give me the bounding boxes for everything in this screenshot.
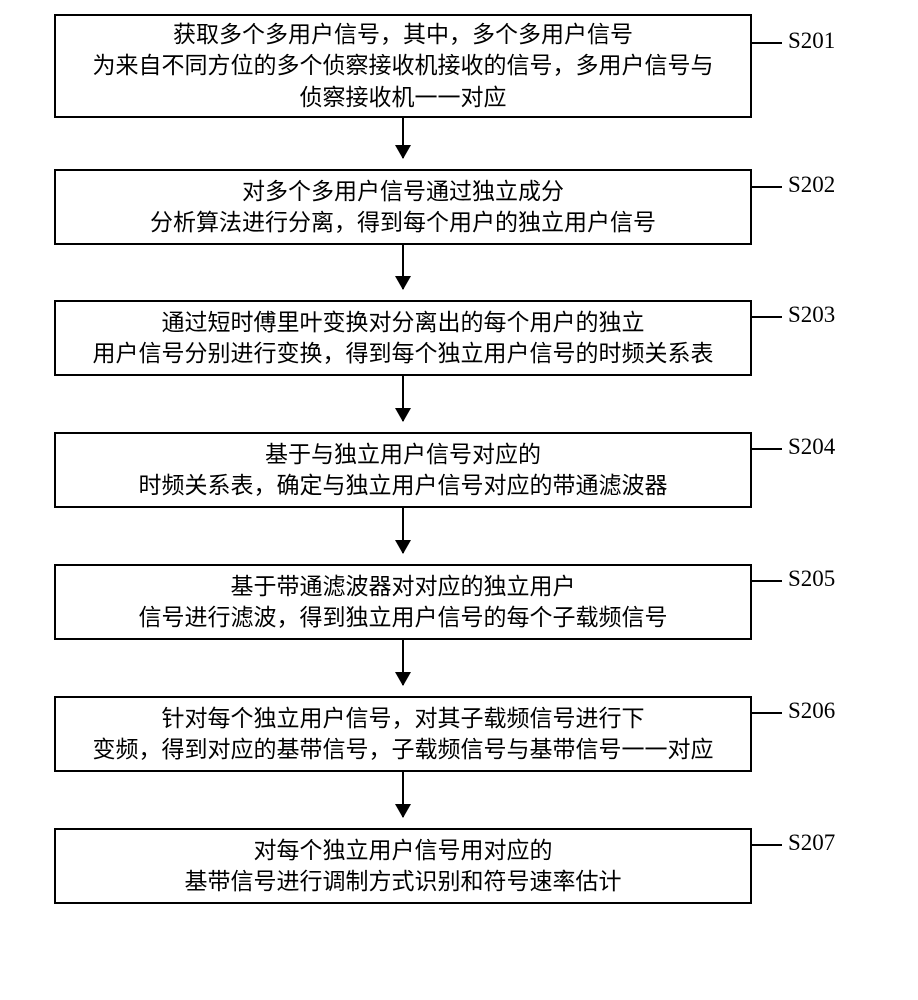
step-text: 获取多个多用户信号，其中，多个多用户信号 为来自不同方位的多个侦察接收机接收的信… bbox=[93, 19, 714, 112]
step-text: 基于与独立用户信号对应的 时频关系表，确定与独立用户信号对应的带通滤波器 bbox=[139, 439, 668, 501]
arrow-4 bbox=[402, 508, 404, 553]
label-connector bbox=[752, 186, 782, 188]
step-box-s202: 对多个多用户信号通过独立成分 分析算法进行分离，得到每个用户的独立用户信号 bbox=[54, 169, 752, 245]
step-box-s203: 通过短时傅里叶变换对分离出的每个用户的独立 用户信号分别进行变换，得到每个独立用… bbox=[54, 300, 752, 376]
step-text: 基于带通滤波器对对应的独立用户 信号进行滤波，得到独立用户信号的每个子载频信号 bbox=[139, 571, 668, 633]
step-box-s204: 基于与独立用户信号对应的 时频关系表，确定与独立用户信号对应的带通滤波器 bbox=[54, 432, 752, 508]
step-label-s203: S203 bbox=[788, 302, 835, 328]
step-label-s205: S205 bbox=[788, 566, 835, 592]
flowchart-container: 获取多个多用户信号，其中，多个多用户信号 为来自不同方位的多个侦察接收机接收的信… bbox=[0, 0, 918, 1000]
label-connector bbox=[752, 844, 782, 846]
step-label-s207: S207 bbox=[788, 830, 835, 856]
step-label-s204: S204 bbox=[788, 434, 835, 460]
step-text: 对每个独立用户信号用对应的 基带信号进行调制方式识别和符号速率估计 bbox=[185, 835, 622, 897]
step-box-s206: 针对每个独立用户信号，对其子载频信号进行下 变频，得到对应的基带信号，子载频信号… bbox=[54, 696, 752, 772]
step-label-s206: S206 bbox=[788, 698, 835, 724]
label-connector bbox=[752, 42, 782, 44]
step-text: 通过短时傅里叶变换对分离出的每个用户的独立 用户信号分别进行变换，得到每个独立用… bbox=[93, 307, 714, 369]
step-text: 对多个多用户信号通过独立成分 分析算法进行分离，得到每个用户的独立用户信号 bbox=[150, 176, 656, 238]
arrow-3 bbox=[402, 376, 404, 421]
arrow-2 bbox=[402, 245, 404, 289]
arrow-1 bbox=[402, 118, 404, 158]
step-text: 针对每个独立用户信号，对其子载频信号进行下 变频，得到对应的基带信号，子载频信号… bbox=[93, 703, 714, 765]
label-connector bbox=[752, 316, 782, 318]
label-connector bbox=[752, 712, 782, 714]
arrow-6 bbox=[402, 772, 404, 817]
step-box-s205: 基于带通滤波器对对应的独立用户 信号进行滤波，得到独立用户信号的每个子载频信号 bbox=[54, 564, 752, 640]
step-label-s202: S202 bbox=[788, 172, 835, 198]
label-connector bbox=[752, 448, 782, 450]
step-box-s207: 对每个独立用户信号用对应的 基带信号进行调制方式识别和符号速率估计 bbox=[54, 828, 752, 904]
step-label-s201: S201 bbox=[788, 28, 835, 54]
arrow-5 bbox=[402, 640, 404, 685]
label-connector bbox=[752, 580, 782, 582]
step-box-s201: 获取多个多用户信号，其中，多个多用户信号 为来自不同方位的多个侦察接收机接收的信… bbox=[54, 14, 752, 118]
